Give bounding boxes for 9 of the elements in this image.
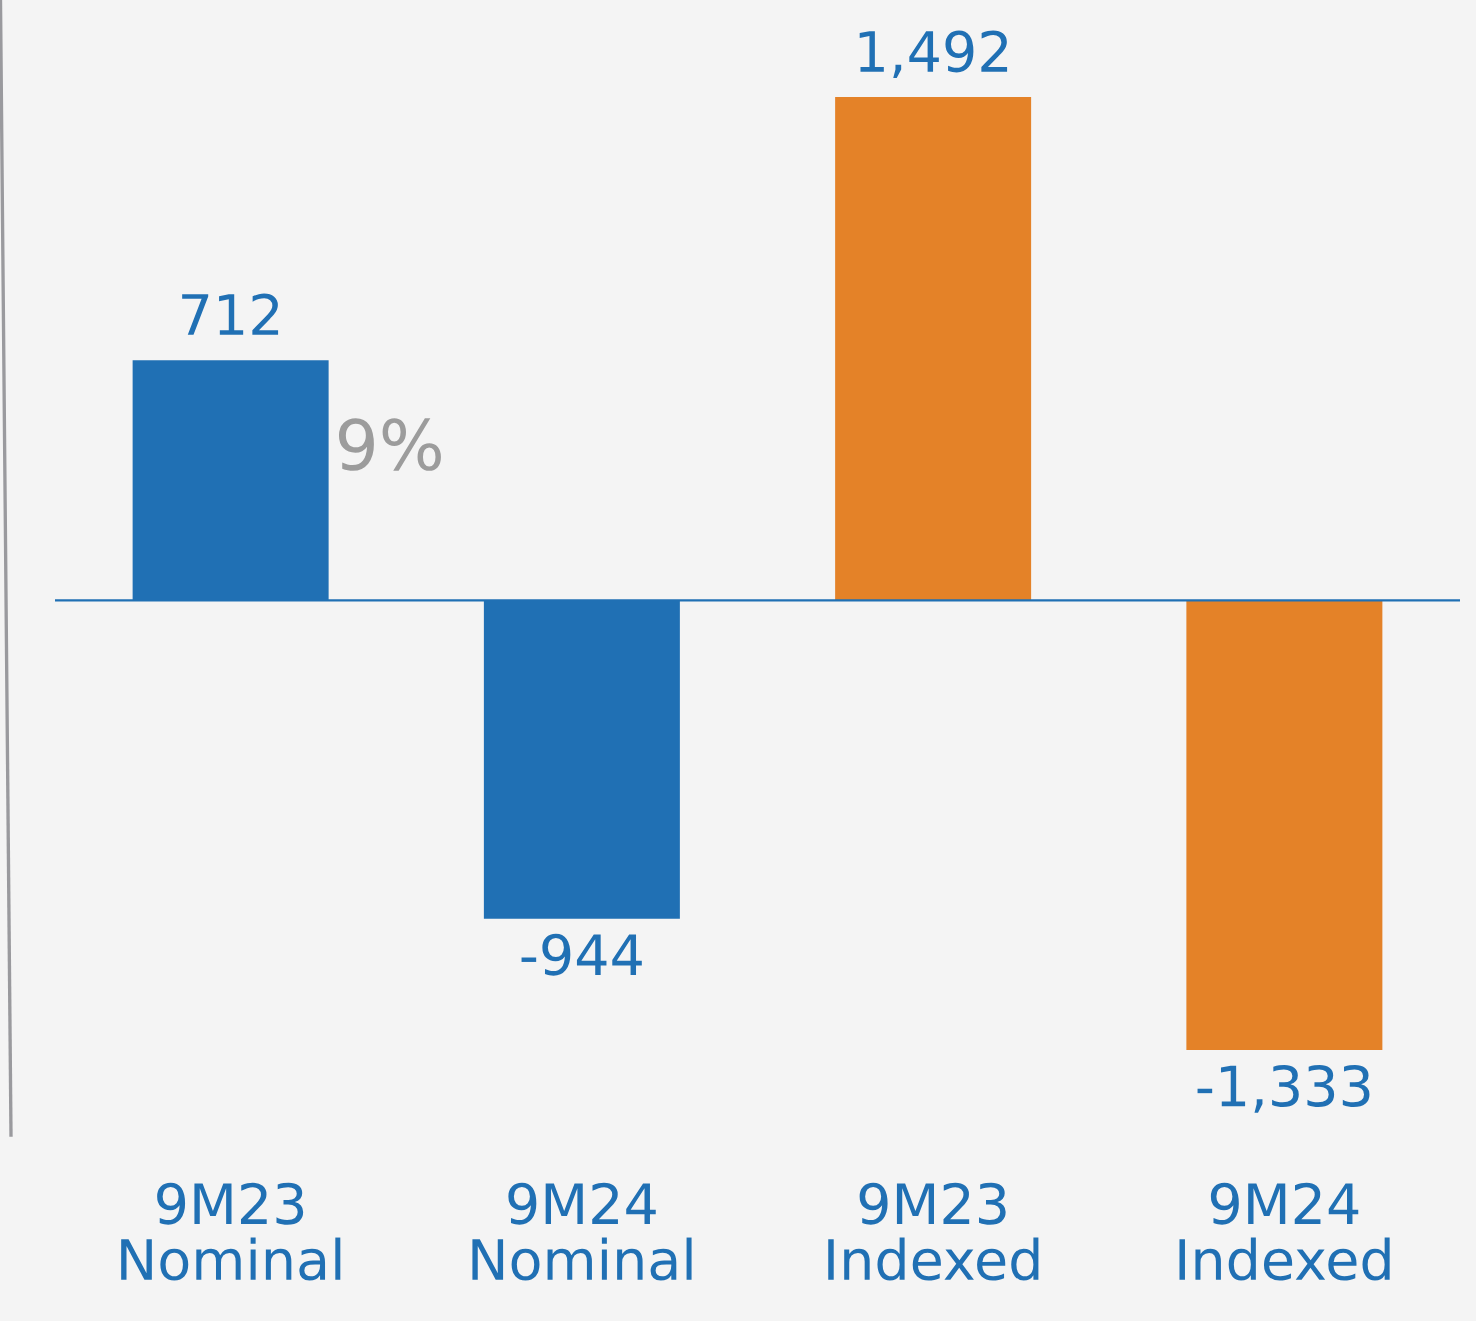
x-tick-label: 9M24 Indexed bbox=[1179, 1182, 1390, 1281]
data-label: 712 bbox=[182, 293, 279, 335]
x-tick-label: 9M23 Indexed bbox=[828, 1182, 1039, 1281]
data-label: -1,333 bbox=[1197, 1064, 1370, 1113]
x-tick-label: 9M24 Nominal bbox=[472, 1182, 692, 1281]
data-label: -944 bbox=[521, 933, 642, 976]
annotation: 9% bbox=[338, 418, 441, 471]
data-label: 1,492 bbox=[859, 30, 1008, 79]
x-tick-label: 9M23 Nominal bbox=[121, 1182, 341, 1281]
